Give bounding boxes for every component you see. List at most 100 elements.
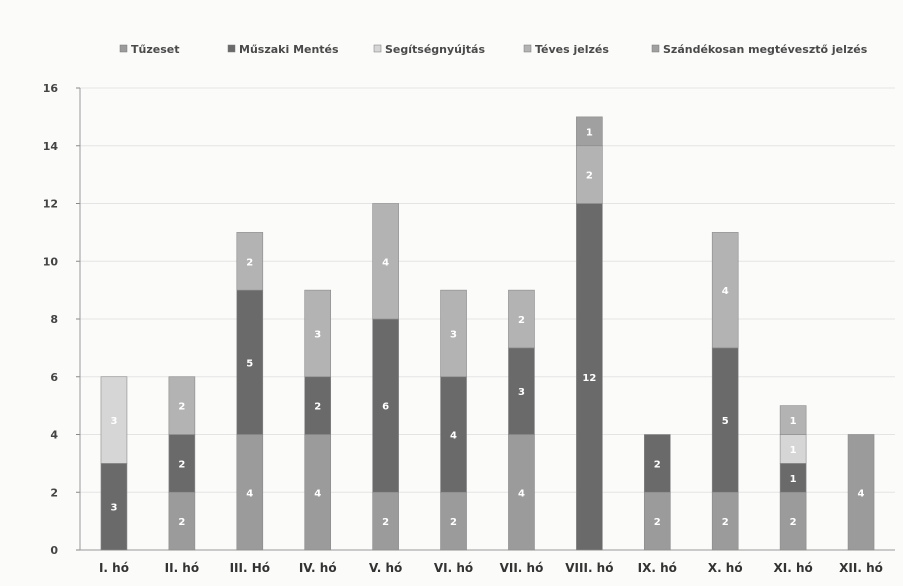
data-label: 5 (722, 416, 729, 427)
data-label: 4 (450, 431, 457, 442)
bar-segment (576, 116, 603, 147)
data-label: 2 (722, 517, 729, 528)
gridlines (80, 87, 895, 551)
data-label: 3 (450, 329, 457, 340)
data-label: 6 (382, 402, 389, 413)
legend-label: Téves jelzés (535, 43, 609, 56)
data-label: 1 (790, 416, 797, 427)
y-tick-label: 4 (50, 429, 58, 442)
data-label: 2 (790, 517, 797, 528)
bar-segment (711, 491, 739, 551)
bar-segment (236, 232, 264, 291)
bar-segment (168, 491, 196, 551)
legend-swatch (119, 44, 128, 53)
data-label: 5 (246, 358, 253, 369)
data-label: 4 (518, 488, 525, 499)
data-label: 2 (654, 459, 661, 470)
legend: Tűzeset Műszaki Mentés Segítségnyújtás Téve… (119, 43, 868, 56)
bar-segment (372, 318, 399, 493)
bar-segment (508, 434, 535, 551)
y-tick-label: 0 (50, 544, 58, 557)
bar-segment (304, 376, 332, 435)
data-label: 1 (586, 127, 593, 138)
bar-segment (304, 434, 332, 551)
bar-segment (847, 434, 875, 551)
data-label: 3 (110, 416, 117, 427)
bar-segment (711, 347, 739, 493)
data-label: 3 (518, 387, 525, 398)
data-label: 2 (450, 517, 457, 528)
data-label: 2 (586, 171, 593, 182)
bar-segment (779, 405, 807, 435)
data-label: 4 (314, 488, 321, 499)
x-tick-label: I. hó (99, 561, 129, 575)
data-label: 12 (582, 373, 596, 384)
bar-segment (440, 289, 467, 378)
x-tick-label: IV. hó (299, 561, 337, 575)
data-label: 4 (858, 488, 865, 499)
data-label: 3 (314, 329, 321, 340)
bar-segment (236, 289, 264, 435)
bar-segment (372, 491, 399, 551)
y-tick-label: 8 (50, 313, 58, 326)
data-label: 1 (790, 474, 797, 485)
data-label: 2 (314, 402, 321, 413)
data-label: 2 (246, 257, 253, 268)
y-tick-label: 14 (43, 140, 59, 153)
x-tick-label: XII. hó (839, 561, 883, 575)
y-tick-label: 16 (43, 82, 59, 95)
y-tick-label: 2 (50, 486, 58, 499)
data-label: 1 (790, 445, 797, 456)
legend-label: Műszaki Mentés (239, 43, 339, 56)
bar-segment (576, 145, 603, 204)
x-tick-label: X. hó (708, 561, 743, 575)
x-tick-label: II. hó (165, 561, 199, 575)
bar-segment (576, 203, 603, 551)
data-label: 2 (178, 459, 185, 470)
bar-segment (440, 376, 467, 493)
bar-segment (440, 491, 467, 551)
bar-segment (372, 203, 399, 320)
data-label: 4 (246, 488, 253, 499)
y-tick-label: 10 (43, 255, 59, 268)
bar-segment (779, 491, 807, 551)
x-tick-label: XI. hó (774, 561, 813, 575)
legend-label: Segítségnyújtás (385, 43, 485, 56)
y-tick-label: 6 (50, 371, 58, 384)
bar-segment (643, 434, 671, 493)
legend-swatch (523, 44, 532, 53)
data-label: 4 (382, 257, 389, 268)
legend-swatch (651, 44, 660, 53)
legend-swatch (373, 44, 382, 53)
bar-segment (643, 491, 671, 551)
bar-segment (508, 289, 535, 349)
data-label: 3 (110, 503, 117, 514)
bar-segment (100, 376, 128, 464)
bar-segment (100, 463, 128, 551)
bar-segment (508, 347, 535, 435)
bar-segment (168, 434, 196, 493)
data-label: 2 (178, 402, 185, 413)
data-label: 2 (178, 517, 185, 528)
data-label: 2 (518, 315, 525, 326)
y-tick-label: 12 (43, 198, 58, 211)
x-tick-label: VII. hó (500, 561, 544, 575)
bar-segment (304, 289, 332, 378)
bar-segment (711, 232, 739, 349)
x-tick-label: V. hó (369, 561, 402, 575)
data-label: 2 (654, 517, 661, 528)
x-tick-label: III. Hó (230, 561, 270, 575)
data-label: 2 (382, 517, 389, 528)
legend-swatch (227, 44, 236, 53)
x-tick-label: IX. hó (638, 561, 677, 575)
x-tick-label: VI. hó (434, 561, 473, 575)
x-tick-label: VIII. hó (565, 561, 613, 575)
bar-segment (168, 376, 196, 435)
legend-label: Szándékosan megtévesztő jelzés (663, 43, 868, 56)
data-label: 4 (722, 286, 729, 297)
bar-segment (236, 434, 264, 551)
